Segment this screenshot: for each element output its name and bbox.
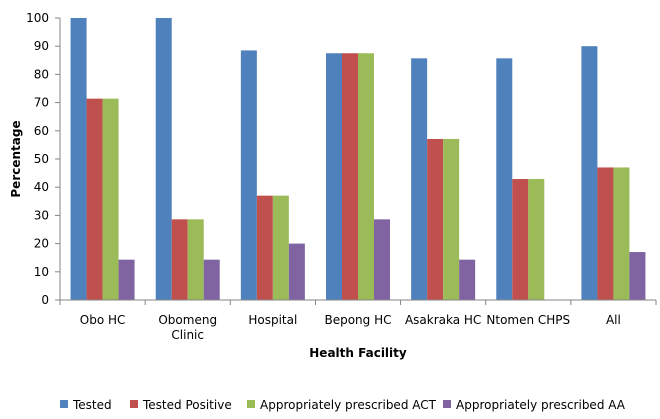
bar-tested-positive: [427, 138, 444, 300]
legend-swatch: [60, 400, 68, 408]
x-tick-label: All: [606, 313, 621, 327]
plot-area: 0 10 20 30 40 50 60 70 80 90 100 Obo HC Obomeng Clini…: [26, 11, 657, 342]
legend-label: Appropriately prescribed AA: [456, 398, 626, 412]
legend-label: Tested: [72, 398, 112, 412]
bar-appropriately-prescribed-aa: [459, 259, 476, 300]
y-tick-label: 10: [34, 265, 49, 279]
y-tick-label: 90: [34, 39, 49, 53]
y-tick-label: 20: [34, 237, 49, 251]
bar-tested-positive: [171, 219, 188, 300]
y-tick-label: 60: [34, 124, 49, 138]
x-tick-label: Asakraka HC: [405, 313, 481, 327]
y-tick-label: 70: [34, 96, 49, 110]
bar-tested-positive: [256, 195, 273, 300]
legend: Tested Tested Positive Appropriately presc…: [60, 398, 626, 412]
bar-tested: [155, 18, 172, 300]
y-tick-label: 50: [34, 152, 49, 166]
y-tick-label: 0: [41, 293, 49, 307]
legend-swatch: [247, 400, 255, 408]
bar-tested-positive: [342, 53, 358, 300]
bar-appropriately-prescribed-act: [443, 138, 460, 300]
x-tick-label: Bepong HC: [324, 313, 391, 327]
bar-appropriately-prescribed-act: [358, 53, 374, 300]
bar-tested: [411, 58, 428, 300]
bar-tested: [70, 18, 87, 300]
bar-tested-positive: [597, 167, 614, 300]
bar-tested: [326, 53, 342, 300]
bar-appropriately-prescribed-aa: [288, 243, 305, 300]
bar-appropriately-prescribed-act: [272, 195, 289, 300]
x-tick-label: Ntomen CHPS: [486, 313, 570, 327]
x-tick-label: Obomeng Clinic: [158, 313, 217, 342]
bar-tested: [240, 50, 257, 301]
bar-appropriately-prescribed-act: [187, 219, 204, 300]
legend-swatch: [130, 400, 138, 408]
bar-tested: [496, 58, 513, 300]
bar-appropriately-prescribed-aa: [118, 259, 135, 300]
y-tick-label: 80: [34, 67, 49, 81]
x-tick-label: Obo HC: [80, 313, 126, 327]
bar-tested: [581, 46, 598, 301]
bar-appropriately-prescribed-aa: [629, 252, 646, 300]
bar-appropriately-prescribed-aa: [374, 219, 390, 300]
x-axis-title: Health Facility: [309, 346, 407, 360]
bar-appropriately-prescribed-act: [613, 167, 630, 300]
legend-label: Appropriately prescribed ACT: [260, 398, 437, 412]
bar-tested-positive: [86, 98, 103, 300]
x-tick-label: Hospital: [248, 313, 297, 327]
bar-appropriately-prescribed-aa: [203, 259, 220, 300]
bar-appropriately-prescribed-act: [528, 179, 545, 300]
bar-tested-positive: [512, 179, 529, 300]
bar-appropriately-prescribed-act: [102, 98, 119, 300]
y-axis-title: Percentage: [9, 120, 23, 197]
y-tick-label: 40: [34, 180, 49, 194]
y-tick-label: 30: [34, 208, 49, 222]
legend-label: Tested Positive: [142, 398, 232, 412]
y-tick-label: 100: [26, 11, 49, 25]
legend-swatch: [443, 400, 451, 408]
